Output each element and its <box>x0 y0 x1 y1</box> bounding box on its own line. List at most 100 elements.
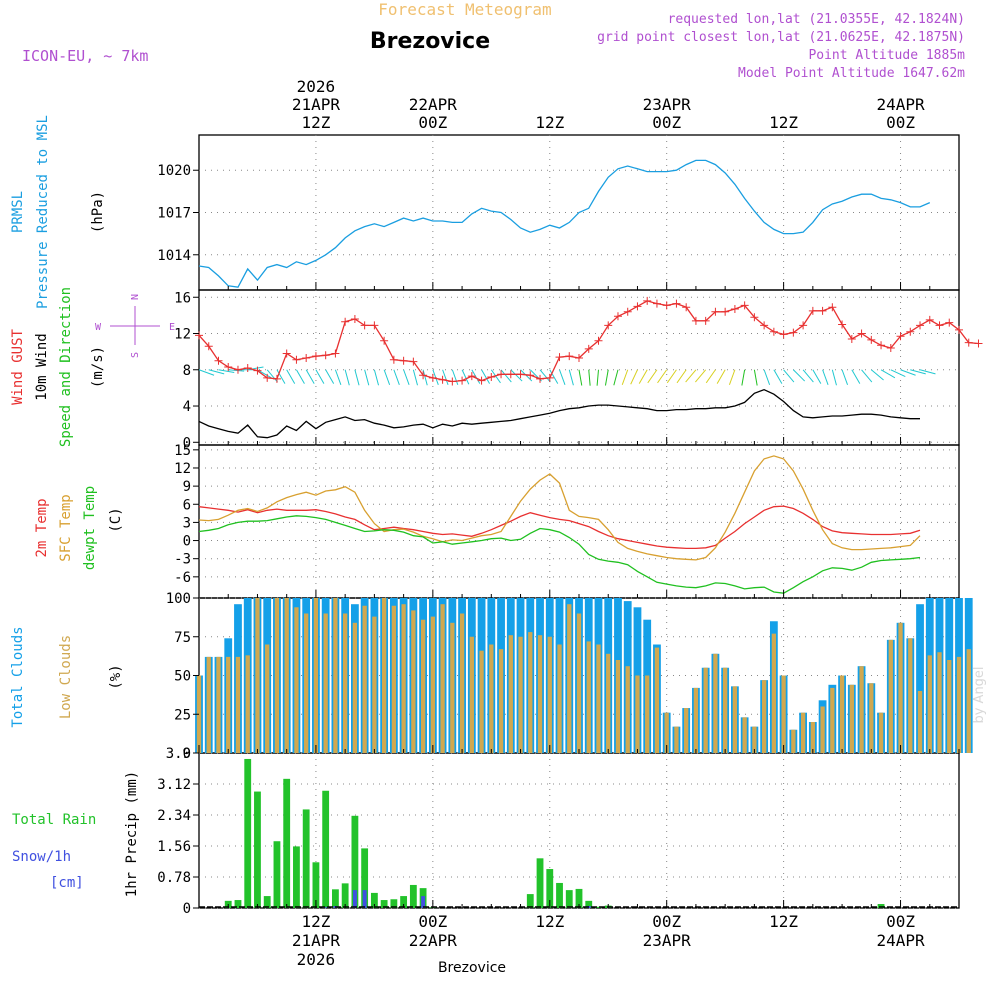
y-tick-label: 100 <box>166 591 191 607</box>
snow-unit: [cm] <box>50 875 84 891</box>
wind-arrow <box>198 369 215 376</box>
gust-line <box>198 300 979 383</box>
top-date-label: 22APR <box>409 95 458 114</box>
gust-marker <box>701 316 710 325</box>
bottom-time-label: 00Z <box>886 912 915 931</box>
wind-arrow <box>841 369 849 385</box>
wind-arrow <box>510 369 523 382</box>
gust-marker <box>808 306 817 315</box>
y-tick-label: 15 <box>174 443 191 459</box>
wind-unit: (m/s) <box>90 346 106 388</box>
y-tick-label: 0.78 <box>157 870 191 886</box>
gust-marker <box>428 373 437 382</box>
gust-marker <box>399 356 408 365</box>
bottom-time-label: 12Z <box>301 912 330 931</box>
wind-arrow <box>851 369 861 384</box>
rain-bar <box>390 899 398 908</box>
gust-marker <box>682 303 691 312</box>
low-cloud-bar <box>450 622 455 753</box>
gust-marker <box>847 334 856 343</box>
gust-marker <box>877 341 886 350</box>
point-altitude: Point Altitude 1885m <box>808 48 965 63</box>
wind-arrow <box>910 369 926 375</box>
y-tick-label: -6 <box>174 570 191 586</box>
wind-arrow <box>393 369 400 385</box>
wind-titles: Wind GUST 10m Wind Speed and Direction (… <box>10 287 175 447</box>
gust-marker <box>662 301 671 310</box>
t2m-line <box>198 505 921 550</box>
gust-marker <box>292 355 301 364</box>
low-cloud-bar <box>459 613 465 753</box>
wind-arrow <box>870 369 884 381</box>
requested-coords: requested lon,lat (21.0355E, 42.1824N) <box>668 12 965 27</box>
low-cloud-bar <box>645 675 650 753</box>
rain-bar <box>293 846 300 908</box>
low-cloud-bar <box>664 712 669 753</box>
gust-marker <box>233 365 242 374</box>
temp-unit: (C) <box>108 507 124 532</box>
rain-bar <box>877 904 885 908</box>
wind-arrow <box>880 369 896 379</box>
y-tick-label: -3 <box>174 552 191 568</box>
model-label: ICON-EU, ~ 7km <box>22 47 148 65</box>
low-cloud-bar <box>752 726 757 753</box>
rain-bar <box>263 896 271 908</box>
cloud-unit: (%) <box>108 664 124 689</box>
low-cloud-bar <box>791 729 796 753</box>
top-time-label: 00Z <box>886 113 915 132</box>
bottom-date-label: 22APR <box>409 931 458 950</box>
gust-marker <box>867 335 876 344</box>
wind-arrow <box>549 369 559 384</box>
rain-bar <box>254 791 261 908</box>
rain-bar <box>370 892 378 908</box>
low-cloud-bar <box>654 647 660 753</box>
snow-bar <box>352 890 357 908</box>
wind-arrow <box>753 369 758 386</box>
compass-n: N <box>130 294 141 300</box>
compass-w: W <box>95 322 102 333</box>
low-cloud-bar <box>849 684 854 753</box>
wind-arrow <box>638 369 648 384</box>
gust-marker <box>253 366 262 375</box>
rain-bar <box>283 778 291 908</box>
low-cloud-bar <box>576 613 582 753</box>
y-tick-label: 50 <box>174 669 191 685</box>
low-cloud-bar <box>625 666 630 753</box>
rain-bar <box>565 890 573 908</box>
footer-location: Brezovice <box>438 960 506 976</box>
gust-marker <box>575 353 583 362</box>
gust-marker <box>974 339 983 348</box>
low-cloud-bar <box>966 649 971 753</box>
wind-arrow <box>716 369 726 384</box>
low-cloud-bar <box>674 726 679 753</box>
low-cloud-bar <box>479 650 484 753</box>
top-time-label: 12Z <box>301 113 330 132</box>
gust-title: Wind GUST <box>10 329 26 405</box>
wind-arrow <box>481 369 490 384</box>
wind-arrow <box>694 369 707 383</box>
wind-arrow <box>831 369 837 386</box>
bottom-time-label: 12Z <box>769 912 798 931</box>
y-tick-label: 2.34 <box>157 808 191 824</box>
gust-marker <box>750 313 759 322</box>
gust-marker <box>487 373 496 382</box>
gust-marker <box>691 316 700 325</box>
y-tick-label: 1017 <box>157 206 191 222</box>
rain-bar <box>536 858 544 908</box>
wind-arrow <box>228 369 245 372</box>
wind-arrow <box>364 369 370 386</box>
y-tick-label: 9 <box>183 479 191 495</box>
low-cloud-bar <box>732 686 738 753</box>
sfc-temp-line <box>198 455 921 561</box>
low-cloud-bar <box>255 598 260 753</box>
low-cloud-bar <box>888 639 893 753</box>
gust-marker <box>643 296 652 305</box>
top-date-label: 24APR <box>876 95 925 114</box>
rain-bar <box>595 906 602 908</box>
low-cloud-bar <box>235 656 241 753</box>
gust-marker <box>555 353 564 362</box>
low-cloud-bar <box>430 616 435 753</box>
gust-marker <box>604 321 613 330</box>
low-cloud-bar <box>956 656 962 753</box>
y-tick-label: 0 <box>183 901 191 917</box>
